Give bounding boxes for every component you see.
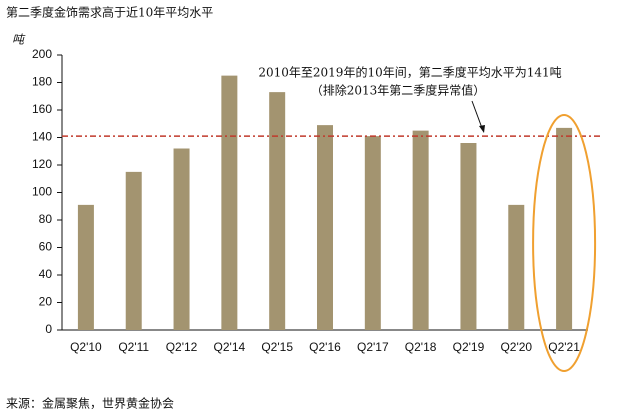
- bar: [77, 204, 94, 330]
- y-tick-label: 40: [39, 267, 53, 281]
- y-tick-label: 80: [39, 212, 53, 226]
- bar: [460, 143, 477, 330]
- y-tick-label: 180: [32, 75, 52, 89]
- annotation: 2010年至2019年的10年间，第二季度平均水平为141吨: [258, 65, 561, 80]
- x-tick-label: Q2'15: [261, 340, 293, 354]
- x-tick-label: Q2'11: [118, 340, 149, 354]
- bar: [508, 204, 525, 330]
- y-tick-label: 0: [45, 322, 52, 336]
- bar: [317, 125, 333, 330]
- y-tick-label: 120: [32, 157, 52, 171]
- y-tick-label: 60: [39, 240, 53, 254]
- highlight-ellipse: [532, 114, 597, 372]
- x-tick-label: Q2'17: [357, 340, 389, 354]
- x-tick-label: Q2'21: [548, 340, 580, 354]
- annotation-arrowhead: [479, 125, 485, 133]
- annotation-arrow: [471, 100, 483, 129]
- bar: [364, 136, 381, 330]
- chart-title: 第二季度金饰需求高于近10年平均水平: [6, 5, 213, 20]
- bar: [125, 171, 142, 330]
- y-tick-label: 140: [32, 130, 52, 144]
- bar: [269, 92, 286, 330]
- bar: [221, 75, 238, 330]
- source: 来源：金属聚焦，世界黄金协会: [6, 396, 174, 411]
- x-tick-label: Q2'19: [453, 340, 485, 354]
- x-tick-label: Q2'10: [70, 340, 102, 354]
- x-tick-label: Q2'18: [405, 340, 437, 354]
- x-tick-label: Q2'16: [309, 340, 341, 354]
- x-tick-label: Q2'12: [166, 340, 198, 354]
- y-tick-label: 20: [39, 295, 53, 309]
- x-tick-label: Q2'20: [500, 340, 532, 354]
- y-tick-label: 200: [32, 47, 52, 61]
- bar: [556, 127, 573, 330]
- annotation: （排除2013年第二季度异常值）: [311, 83, 486, 98]
- x-tick-label: Q2'14: [214, 340, 246, 354]
- y-tick-label: 100: [32, 185, 52, 199]
- y-tick-label: 160: [32, 102, 52, 116]
- bar: [173, 148, 190, 330]
- y-axis-label: 吨: [12, 33, 26, 47]
- bar: [412, 130, 429, 330]
